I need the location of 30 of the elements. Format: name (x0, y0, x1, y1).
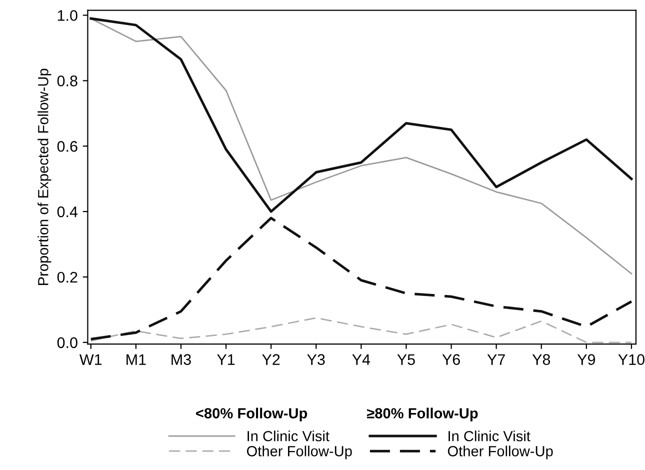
legend-label: In Clinic Visit (448, 430, 530, 442)
x-tick-label: Y7 (487, 354, 505, 365)
y-tick-label: 0.4 (57, 206, 78, 218)
x-tick-label: Y2 (262, 354, 280, 365)
x-tick-label: Y6 (442, 354, 460, 365)
y-tick-label: 1.0 (58, 10, 78, 21)
x-tick-label: Y4 (352, 354, 370, 365)
y-tick-label: 0.6 (57, 140, 78, 152)
y-tick-label: 0.0 (57, 337, 78, 348)
legend-label: In Clinic Visit (248, 430, 330, 442)
line-series (90, 216, 633, 340)
x-tick-label: Y9 (577, 354, 596, 365)
y-tick-label: 0.2 (57, 272, 78, 283)
x-tick-label: Y10 (618, 354, 644, 365)
legend-label: Other Follow-Up (246, 446, 352, 460)
x-tick-label: Y1 (217, 354, 235, 365)
x-tick-label: Y5 (397, 354, 415, 365)
y-tick-label: 0.8 (57, 76, 78, 86)
line-series (90, 17, 633, 213)
x-tick-label: M3 (172, 354, 191, 365)
x-tick-label: W1 (79, 354, 102, 365)
line-series (90, 18, 632, 274)
legend-label: Other Follow-Up (448, 446, 553, 460)
x-tick-label: Y3 (307, 354, 325, 365)
text: <80% Follow-Up (196, 408, 308, 422)
line-series (90, 317, 632, 344)
y-axis-title: Proportion of Expected Follow-Up (38, 68, 52, 286)
x-tick-label: Y8 (532, 354, 550, 365)
text: ≥80% Follow-Up (366, 408, 478, 422)
x-tick-label: M1 (126, 354, 146, 365)
